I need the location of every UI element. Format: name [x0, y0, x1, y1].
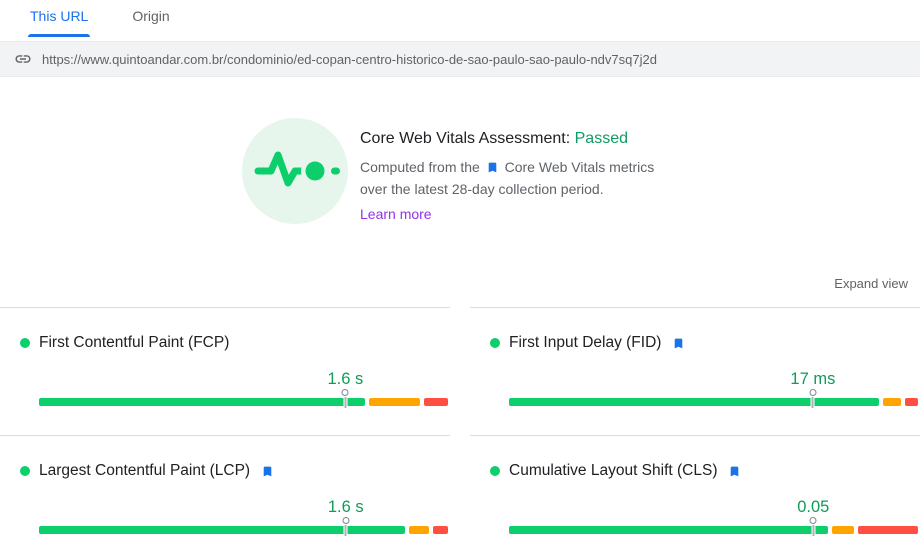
bookmark-icon — [675, 338, 683, 348]
metric-value: 1.6 s — [327, 370, 364, 388]
bookmark-icon — [488, 162, 497, 173]
assessment-title: Core Web Vitals Assessment: Passed — [360, 130, 654, 148]
metric-card: Largest Contentful Paint (LCP) 1.6 s — [0, 435, 450, 556]
segment-good — [39, 398, 366, 406]
metric-value: 1.6 s — [327, 498, 364, 516]
cwv-assessment: Core Web Vitals Assessment: Passed Compu… — [242, 118, 920, 225]
segment-poor — [857, 526, 918, 534]
metric-label: First Input Delay (FID) — [509, 334, 662, 351]
assessment-desc-metrics-label: Core Web Vitals metrics — [504, 159, 655, 175]
metric-card: First Contentful Paint (FCP) 1.6 s — [0, 307, 450, 435]
url-bar: https://www.quintoandar.com.br/condomini… — [0, 41, 920, 77]
metric-card: First Input Delay (FID) 17 ms — [470, 307, 920, 435]
p75-marker — [809, 517, 817, 524]
metric-label: First Contentful Paint (FCP) — [39, 334, 230, 351]
distribution-bar — [39, 398, 448, 406]
assessment-description: Computed from the Core Web Vitals metric… — [360, 156, 654, 225]
distribution-bar-area: 0.05 — [509, 498, 918, 534]
segment-needs-improvement — [369, 398, 421, 406]
metric-header: Cumulative Layout Shift (CLS) — [490, 461, 920, 481]
distribution-bar — [509, 526, 918, 534]
learn-more-link[interactable]: Learn more — [360, 206, 432, 222]
segment-poor — [432, 526, 448, 534]
analyzed-url: https://www.quintoandar.com.br/condomini… — [42, 51, 657, 67]
assessment-text: Core Web Vitals Assessment: Passed Compu… — [360, 118, 654, 225]
bookmark-icon — [263, 466, 272, 476]
expand-view-row: Expand view — [0, 275, 920, 293]
tab-this-url[interactable]: This URL — [27, 8, 91, 37]
p75-marker — [341, 389, 349, 396]
distribution-bar — [509, 398, 918, 406]
segment-needs-improvement — [882, 398, 901, 406]
pulse-icon — [242, 118, 348, 224]
segment-needs-improvement — [832, 526, 854, 534]
assessment-desc-line2: over the latest 28-day collection period… — [360, 181, 604, 197]
p75-marker — [342, 517, 350, 524]
distribution-bar-area: 1.6 s — [39, 370, 448, 406]
segment-good — [509, 398, 879, 406]
distribution-bar-area: 1.6 s — [39, 498, 448, 534]
distribution-bar — [39, 526, 448, 534]
metric-header: Largest Contentful Paint (LCP) — [20, 461, 450, 481]
status-dot-icon — [20, 466, 30, 476]
metric-card: Cumulative Layout Shift (CLS) 0.05 — [470, 435, 920, 556]
metric-value: 0.05 — [797, 498, 830, 516]
segment-good — [509, 526, 829, 534]
assessment-result: Passed — [574, 130, 628, 147]
metric-label: Largest Contentful Paint (LCP) — [39, 462, 251, 479]
metric-value: 17 ms — [790, 370, 836, 388]
distribution-bar-area: 17 ms — [509, 370, 918, 406]
assessment-title-label: Core Web Vitals Assessment: — [360, 130, 571, 147]
status-dot-icon — [490, 466, 500, 476]
tab-origin[interactable]: Origin — [132, 8, 170, 24]
metric-label: Cumulative Layout Shift (CLS) — [509, 462, 718, 479]
segment-needs-improvement — [409, 526, 429, 534]
report-scope-tabs: This URL Origin — [0, 0, 920, 37]
status-dot-icon — [490, 338, 500, 348]
expand-view-link[interactable]: Expand view — [834, 276, 908, 291]
segment-poor — [904, 398, 918, 406]
metric-header: First Input Delay (FID) — [490, 333, 920, 353]
segment-poor — [424, 398, 448, 406]
link-icon — [15, 55, 31, 63]
status-dot-icon — [20, 338, 30, 348]
metrics-grid: First Contentful Paint (FCP) 1.6 s First… — [0, 307, 920, 556]
p75-marker — [809, 389, 817, 396]
segment-good — [39, 526, 406, 534]
metric-header: First Contentful Paint (FCP) — [20, 333, 450, 353]
bookmark-icon — [731, 466, 739, 476]
assessment-desc-prefix: Computed from the — [360, 159, 480, 175]
